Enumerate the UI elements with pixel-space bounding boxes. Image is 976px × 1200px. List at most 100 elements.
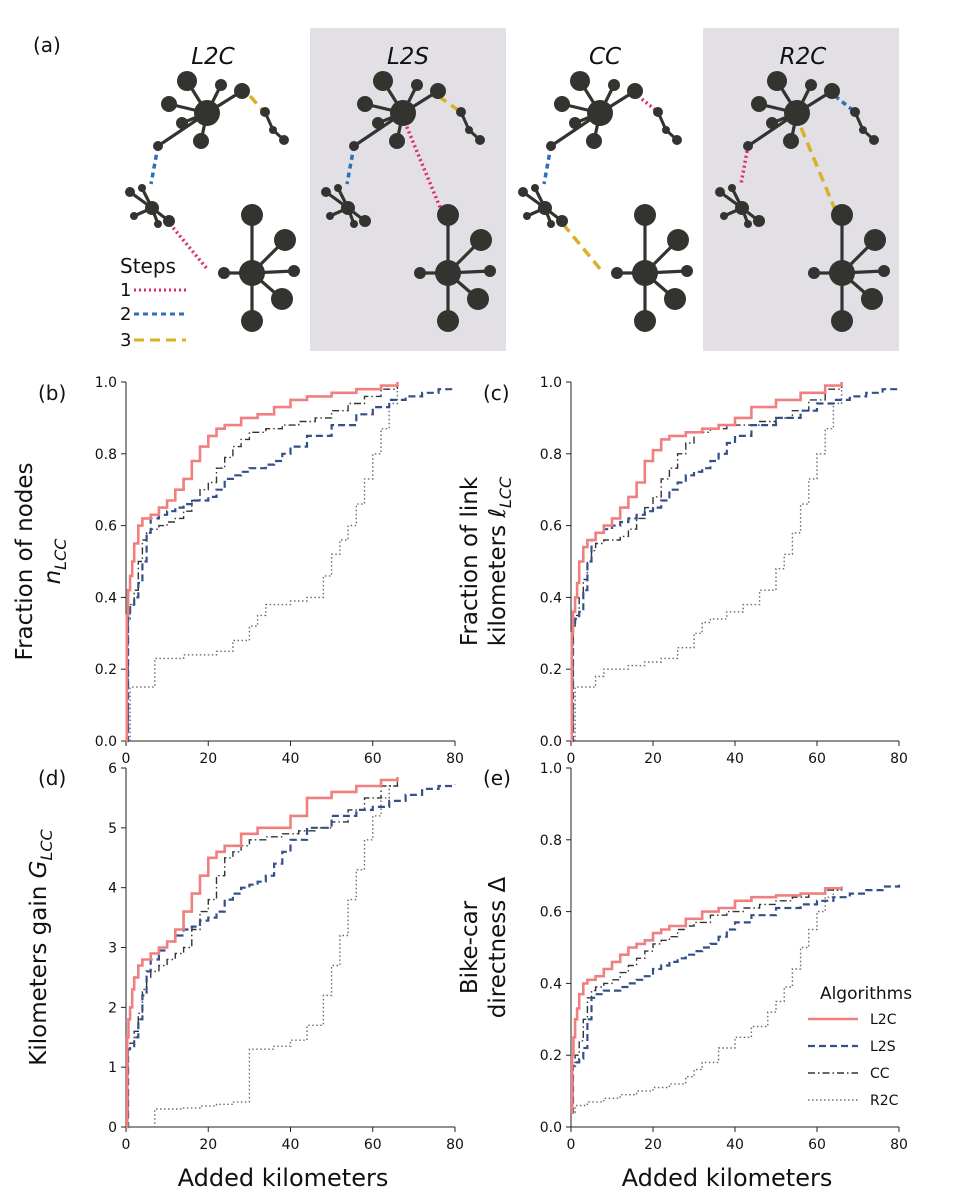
y-tick-label-c-3: 0.6	[540, 519, 562, 535]
steps-label-1: 1	[120, 280, 131, 301]
x-tick-label-b-1: 20	[199, 751, 217, 767]
series-cc-c	[571, 382, 843, 742]
y-axis-label-b-1: nLCC	[40, 538, 70, 585]
x-tick-label-d-0: 0	[122, 1137, 131, 1153]
y-tick-label-b-4: 0.8	[95, 447, 117, 463]
legend: Algorithms L2C L2S CC R2C	[808, 984, 912, 1109]
panel-label-c: (c)	[483, 381, 510, 405]
network-2-tail	[456, 107, 485, 145]
network-1-big-cluster	[218, 204, 300, 332]
series-l2s-c	[571, 388, 899, 743]
y-tick-label-b-5: 1.0	[95, 375, 117, 391]
y-tick-label-e-1: 0.2	[540, 1048, 562, 1064]
x-tick-label-b-4: 80	[446, 751, 464, 767]
x-tick-label-c-4: 80	[890, 751, 908, 767]
steps-title: Steps	[120, 254, 176, 278]
legend-label-l2s: L2S	[870, 1039, 896, 1055]
network-2	[321, 71, 496, 332]
network-1-mid-cluster	[125, 184, 175, 228]
x-tick-label-b-2: 40	[282, 751, 300, 767]
y-tick-label-c-4: 0.8	[540, 447, 562, 463]
series-l2c-d	[125, 777, 399, 1129]
y-tick-label-e-0: 0.0	[540, 1120, 562, 1136]
panel-label-a: (a)	[33, 33, 61, 57]
y-axis-label-c-0: Fraction of link	[457, 476, 483, 646]
panel-label-e: (e)	[483, 766, 511, 790]
network-3	[518, 71, 693, 332]
x-tick-label-d-4: 80	[446, 1137, 464, 1153]
x-tick-label-e-2: 40	[726, 1137, 744, 1153]
y-tick-label-d-2: 2	[108, 1000, 117, 1016]
x-axis-label-left: Added kilometers	[178, 1164, 389, 1192]
legend-label-r2c: R2C	[870, 1093, 899, 1109]
panel-d-chart: (d) 0 20 40 60 80 0 1 2 3 4 5 6 Kilometers gain GLCC	[26, 761, 464, 1153]
network-1-tail	[260, 107, 289, 145]
series-l2s-e	[571, 884, 901, 1114]
x-tick-label-c-2: 40	[726, 751, 744, 767]
y-tick-label-e-2: 0.4	[540, 976, 562, 992]
legend-label-cc: CC	[870, 1066, 890, 1082]
series-l2c-c	[570, 382, 843, 743]
x-tick-label-c-3: 60	[808, 751, 826, 767]
y-tick-label-d-5: 5	[108, 821, 117, 837]
schematic-title-cc: CC	[589, 44, 621, 70]
network-4-big-cluster	[808, 204, 890, 332]
network-1-top-cluster	[161, 71, 250, 149]
panel-c-chart: (c) 0 20 40 60 80 0.0 0.2 0.4 0.6 0.8 1.0 Fraction …	[457, 375, 908, 767]
network-2-big-cluster	[414, 204, 496, 332]
y-axis-label-e-0: Bike-car	[457, 900, 483, 994]
series-cc-d	[126, 777, 399, 1128]
legend-title: Algorithms	[820, 984, 912, 1004]
panel-label-b: (b)	[38, 381, 66, 405]
y-tick-label-c-1: 0.2	[540, 662, 562, 678]
x-tick-label-e-4: 80	[890, 1137, 908, 1153]
series-r2c-e	[571, 886, 843, 1114]
series-l2c-b	[125, 382, 399, 743]
network-4-link-3	[793, 112, 838, 213]
x-tick-label-c-0: 0	[567, 751, 576, 767]
network-2-link-1	[345, 145, 356, 185]
legend-label-l2c: L2C	[870, 1012, 897, 1028]
network-3-mid-cluster	[518, 184, 568, 228]
y-tick-label-d-4: 4	[108, 881, 117, 897]
series-l2s-b	[126, 388, 455, 743]
y-tick-label-d-0: 0	[108, 1120, 117, 1136]
network-3-link-3	[561, 222, 603, 272]
series-r2c-c	[571, 382, 843, 742]
network-3-link-1	[542, 145, 553, 185]
schematic-title-l2s: L2S	[387, 44, 429, 70]
steps-label-3: 3	[120, 330, 131, 351]
network-2-top-cluster	[357, 71, 446, 149]
schematic-title-r2c: R2C	[780, 44, 827, 70]
series-l2c-e	[570, 886, 843, 1114]
y-axis-label-b-0: Fraction of nodes	[12, 463, 38, 661]
y-tick-label-e-3: 0.6	[540, 905, 562, 921]
y-tick-label-d-1: 1	[108, 1060, 117, 1076]
y-tick-label-c-2: 0.4	[540, 590, 562, 606]
y-axis-label-e-1: directness Δ	[485, 876, 511, 1018]
y-tick-label-c-0: 0.0	[540, 734, 562, 750]
y-tick-label-b-3: 0.6	[95, 519, 117, 535]
series-cc-e	[571, 886, 843, 1114]
network-4-link-1	[739, 145, 750, 185]
network-1-link-1	[149, 145, 160, 185]
y-tick-label-d-6: 6	[108, 761, 117, 777]
panel-b-chart: (b) 0 20 40 60 80 0.0 0.2 0.4 0.6 0.8 1.0 Fraction …	[12, 375, 464, 767]
panel-label-d: (d)	[38, 766, 66, 790]
schematic-title-l2c: L2C	[191, 44, 235, 70]
panel-e-chart: (e) 0 20 40 60 80 0.0 0.2 0.4 0.6 0.8 1.0 Bike-car d…	[457, 761, 908, 1153]
y-tick-label-e-5: 1.0	[540, 761, 562, 777]
x-tick-label-d-1: 20	[199, 1137, 217, 1153]
x-tick-label-c-1: 20	[644, 751, 662, 767]
network-4-mid-cluster	[715, 184, 765, 228]
y-tick-label-e-4: 0.8	[540, 833, 562, 849]
network-3-tail	[653, 107, 682, 145]
y-tick-label-b-2: 0.4	[95, 590, 117, 606]
schematic-networks	[125, 71, 890, 332]
network-4	[715, 71, 890, 332]
x-tick-label-d-3: 60	[364, 1137, 382, 1153]
y-tick-label-c-5: 1.0	[540, 375, 562, 391]
y-tick-label-b-0: 0.0	[95, 734, 117, 750]
network-1	[125, 71, 300, 332]
